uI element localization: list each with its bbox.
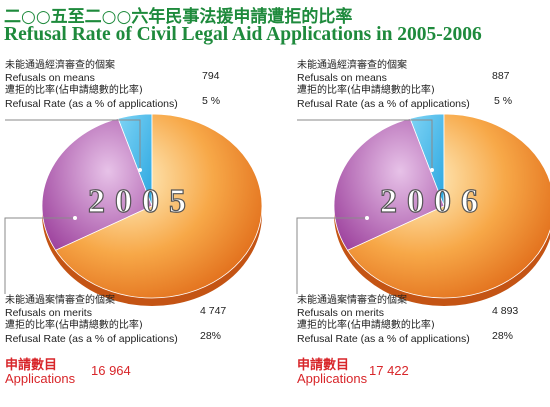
year-label: 2006 <box>380 183 488 220</box>
means-rate-2005: 5 % <box>202 95 221 107</box>
pie-svg-2006: 2006 <box>296 113 550 306</box>
means-rate-2006: 5 % <box>494 95 513 107</box>
pie-chart-2006: 2006 未能通過經濟審查的個案 Refusals on means 887 遭… <box>292 58 550 403</box>
means-leader-line <box>297 119 433 170</box>
applications-label-en: Applications <box>297 371 368 386</box>
means-leader-line <box>5 119 141 170</box>
merits-rate-label-zh: 遭拒的比率(佔申請總數的比率) <box>5 320 143 331</box>
means-label-en: Refusals on means <box>297 72 387 84</box>
merits-count-2006: 4 893 <box>492 305 519 317</box>
merits-count-2005: 4 747 <box>200 305 227 317</box>
means-label-en: Refusals on means <box>5 72 95 84</box>
merits-leader-line <box>296 217 367 294</box>
merits-leader-line <box>4 217 75 294</box>
means-count-2005: 794 <box>202 70 220 82</box>
merits-label-zh: 未能通過案情審查的個案 <box>5 295 115 306</box>
applications-label-zh: 申請數目 <box>5 358 58 373</box>
applications-count-2006: 17 422 <box>369 363 409 378</box>
merits-label-zh: 未能通過案情審查的個案 <box>297 295 407 306</box>
merits-rate-2005: 28% <box>200 330 222 342</box>
means-label-zh: 未能通過經濟審查的個案 <box>297 60 407 71</box>
chart-title-chinese: 二○○五至二○○六年民事法援申請遭拒的比率 <box>4 7 353 27</box>
slice-other <box>347 113 550 299</box>
slice-merits <box>41 118 153 251</box>
means-label-zh: 未能通過經濟審查的個案 <box>5 60 115 71</box>
means-count-2006: 887 <box>492 70 510 82</box>
year-label: 2005 <box>88 183 196 220</box>
merits-rate-label-en: Refusal Rate (as a % of applications) <box>5 333 178 345</box>
merits-rate-label-zh: 遭拒的比率(佔申請總數的比率) <box>297 320 435 331</box>
merits-rate-2006: 28% <box>492 330 514 342</box>
rate-label-zh: 遭拒的比率(佔申請總數的比率) <box>5 85 143 96</box>
slice-other <box>55 113 263 299</box>
slice-merits <box>333 118 445 251</box>
merits-label-en: Refusals on merits <box>5 307 92 319</box>
merits-rate-label-en: Refusal Rate (as a % of applications) <box>297 333 470 345</box>
chart-title-english: Refusal Rate of Civil Legal Aid Applicat… <box>4 24 482 45</box>
applications-label-en: Applications <box>5 371 76 386</box>
applications-count-2005: 16 964 <box>91 363 131 378</box>
rate-label-en: Refusal Rate (as a % of applications) <box>297 98 470 110</box>
rate-label-zh: 遭拒的比率(佔申請總數的比率) <box>297 85 435 96</box>
pie-svg-2005: 2005 <box>4 113 263 306</box>
merits-label-en: Refusals on merits <box>297 307 384 319</box>
applications-label-zh: 申請數目 <box>297 358 350 373</box>
pie-chart-2005: 2005 未能通過經濟審查的個案 Refusals on means 794 遭… <box>0 58 265 403</box>
rate-label-en: Refusal Rate (as a % of applications) <box>5 98 178 110</box>
